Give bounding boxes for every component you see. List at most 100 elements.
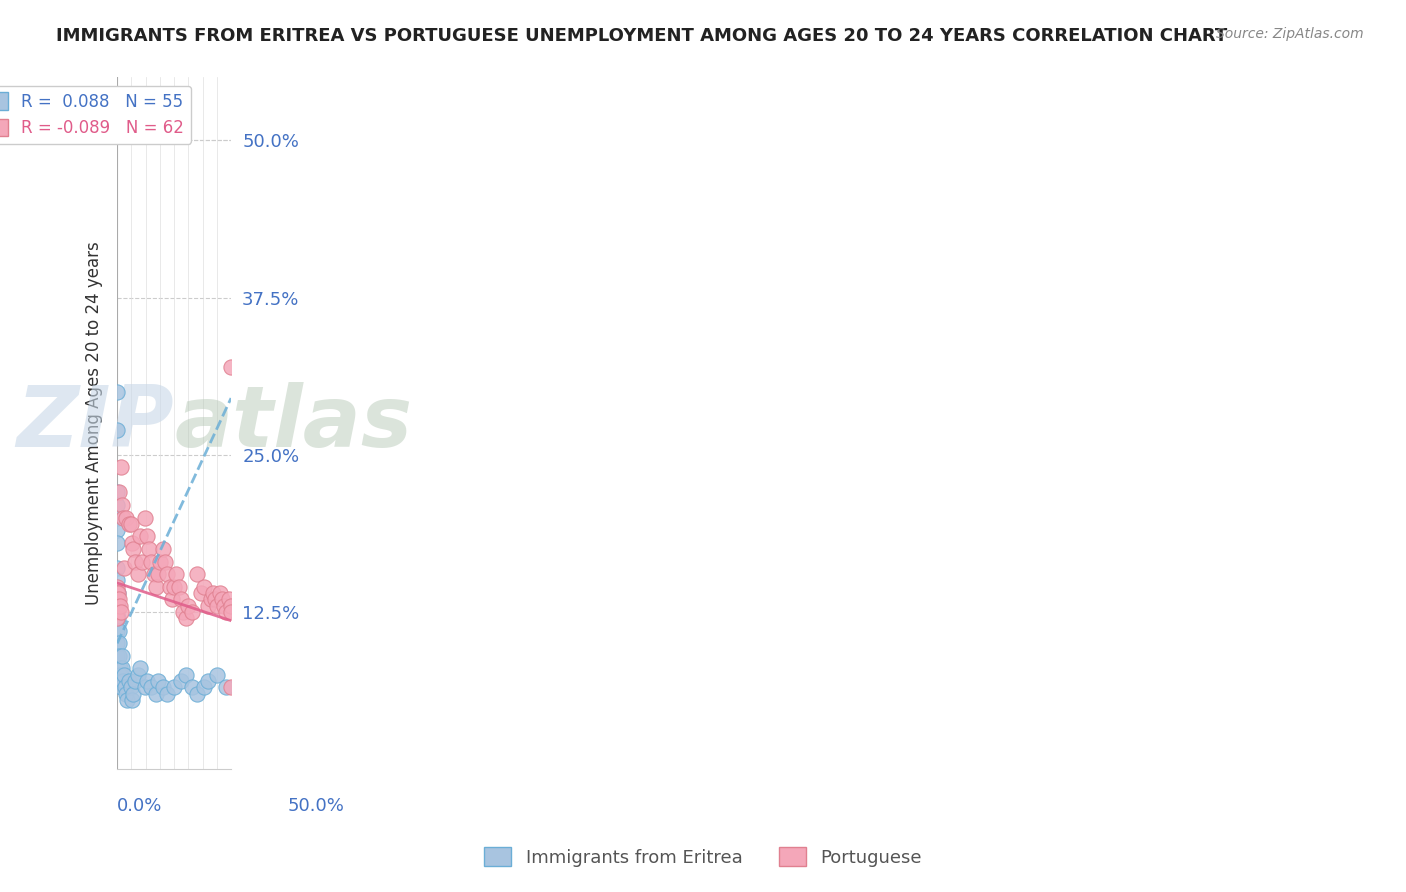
Point xyxy=(174,667,197,681)
Point xyxy=(131,555,153,569)
Point xyxy=(105,384,128,399)
Point xyxy=(107,611,129,625)
Point xyxy=(215,605,238,619)
Point xyxy=(174,611,197,625)
Point xyxy=(115,687,138,701)
Point xyxy=(111,498,134,512)
Point xyxy=(121,535,143,549)
Point xyxy=(134,510,156,524)
Point xyxy=(197,599,219,613)
Legend: Immigrants from Eritrea, Portuguese: Immigrants from Eritrea, Portuguese xyxy=(477,840,929,874)
Point xyxy=(207,599,229,613)
Point xyxy=(122,541,145,556)
Point xyxy=(127,667,149,681)
Point xyxy=(212,599,235,613)
Point xyxy=(105,510,128,524)
Point xyxy=(108,592,131,607)
Point xyxy=(170,592,193,607)
Point xyxy=(108,485,131,500)
Point xyxy=(105,561,128,575)
Y-axis label: Unemployment Among Ages 20 to 24 years: Unemployment Among Ages 20 to 24 years xyxy=(86,242,103,605)
Point xyxy=(105,523,128,537)
Text: 50.0%: 50.0% xyxy=(288,797,344,814)
Point xyxy=(219,599,242,613)
Point xyxy=(110,605,132,619)
Point xyxy=(112,561,135,575)
Point xyxy=(107,599,129,613)
Point xyxy=(167,580,190,594)
Point xyxy=(127,567,149,582)
Point xyxy=(218,592,240,607)
Point xyxy=(163,580,186,594)
Point xyxy=(105,580,128,594)
Point xyxy=(177,599,200,613)
Point xyxy=(108,624,131,638)
Point xyxy=(145,580,167,594)
Point xyxy=(105,485,128,500)
Point xyxy=(190,586,212,600)
Point xyxy=(163,681,186,695)
Point xyxy=(105,624,128,638)
Point xyxy=(129,529,152,543)
Point xyxy=(208,586,231,600)
Text: atlas: atlas xyxy=(174,382,412,465)
Point xyxy=(186,687,208,701)
Point xyxy=(111,661,134,675)
Point xyxy=(181,681,204,695)
Point xyxy=(152,541,174,556)
Point xyxy=(152,681,174,695)
Point xyxy=(149,555,172,569)
Point xyxy=(215,681,238,695)
Point xyxy=(105,586,128,600)
Text: 0.0%: 0.0% xyxy=(117,797,163,814)
Point xyxy=(172,605,194,619)
Point xyxy=(156,567,179,582)
Point xyxy=(156,687,179,701)
Point xyxy=(117,516,139,531)
Point xyxy=(145,687,167,701)
Point xyxy=(138,541,160,556)
Point xyxy=(201,586,224,600)
Point xyxy=(141,681,163,695)
Point xyxy=(181,605,204,619)
Text: IMMIGRANTS FROM ERITREA VS PORTUGUESE UNEMPLOYMENT AMONG AGES 20 TO 24 YEARS COR: IMMIGRANTS FROM ERITREA VS PORTUGUESE UN… xyxy=(56,27,1227,45)
Point xyxy=(105,599,128,613)
Point xyxy=(108,599,131,613)
Point xyxy=(142,567,165,582)
Point xyxy=(117,674,139,689)
Point xyxy=(211,592,233,607)
Point xyxy=(105,574,128,588)
Point xyxy=(105,599,128,613)
Point xyxy=(105,423,128,437)
Point xyxy=(112,667,135,681)
Point xyxy=(159,580,181,594)
Point xyxy=(135,529,157,543)
Point xyxy=(108,667,131,681)
Point xyxy=(105,648,128,663)
Point xyxy=(135,674,157,689)
Point xyxy=(120,516,142,531)
Text: Source: ZipAtlas.com: Source: ZipAtlas.com xyxy=(1216,27,1364,41)
Point xyxy=(204,592,226,607)
Point xyxy=(207,667,229,681)
Point xyxy=(124,555,146,569)
Point xyxy=(111,674,134,689)
Point xyxy=(197,674,219,689)
Point xyxy=(160,592,183,607)
Point xyxy=(105,605,128,619)
Point xyxy=(105,611,128,625)
Point xyxy=(219,605,242,619)
Point xyxy=(105,498,128,512)
Point xyxy=(110,460,132,475)
Point xyxy=(105,535,128,549)
Point xyxy=(129,661,152,675)
Point xyxy=(124,674,146,689)
Point xyxy=(110,674,132,689)
Point xyxy=(105,611,128,625)
Point xyxy=(200,592,222,607)
Legend: R =  0.088   N = 55, R = -0.089   N = 62: R = 0.088 N = 55, R = -0.089 N = 62 xyxy=(0,86,191,144)
Point xyxy=(105,586,128,600)
Point xyxy=(107,586,129,600)
Point xyxy=(114,681,136,695)
Point xyxy=(153,555,176,569)
